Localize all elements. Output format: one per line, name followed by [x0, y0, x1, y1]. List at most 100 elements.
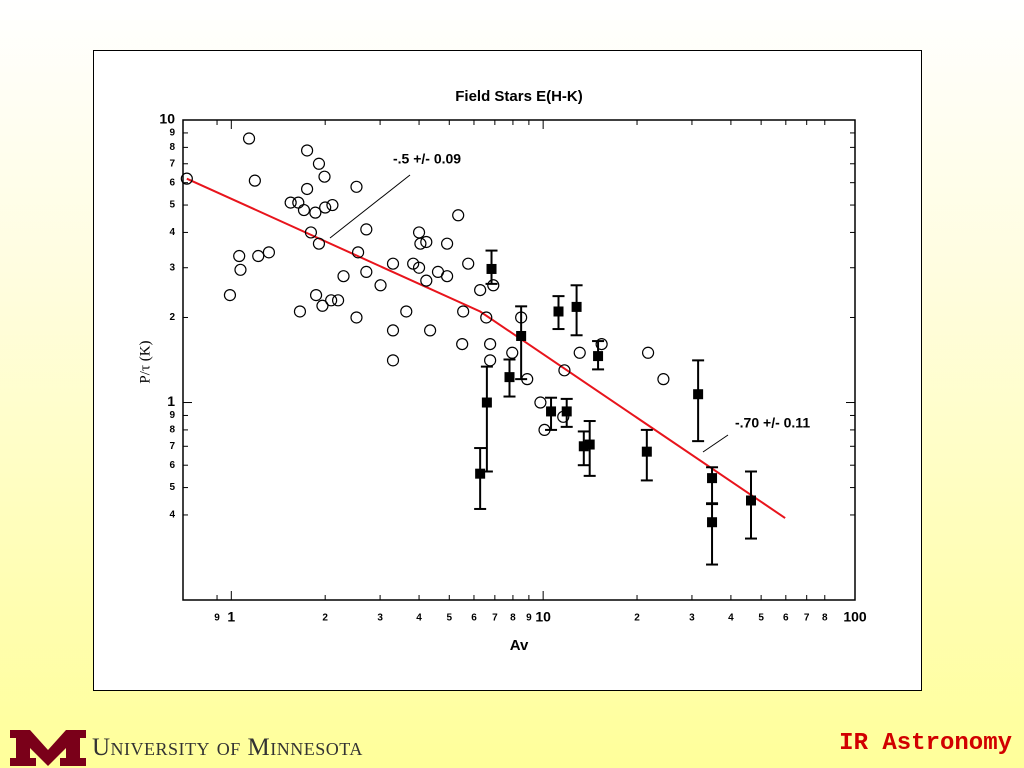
x-tick-label: 2: [634, 613, 640, 624]
course-title: IR Astronomy: [839, 730, 1012, 757]
y-tick-label: 5: [169, 482, 175, 493]
x-tick-label: 3: [689, 613, 695, 624]
y-tick-label: 8: [169, 425, 175, 436]
x-tick-label: 10: [535, 609, 551, 625]
y-tick-label: 4: [169, 227, 175, 238]
data-point: [707, 473, 718, 484]
data-point: [350, 180, 363, 193]
data-point: [484, 354, 497, 367]
data-point: [400, 305, 413, 318]
data-point: [412, 261, 426, 274]
y-tick-label: 5: [169, 200, 175, 211]
x-tick-label: 5: [446, 613, 452, 624]
y-tick-label: 2: [169, 312, 175, 323]
x-tick-label: 1: [227, 609, 235, 625]
data-point: [318, 170, 331, 183]
data-point: [309, 206, 322, 219]
data-point: [571, 301, 582, 312]
data-point: [284, 196, 297, 209]
x-tick-label: 6: [471, 613, 477, 624]
data-point: [440, 270, 454, 283]
data-point: [360, 265, 373, 278]
data-point: [300, 144, 314, 157]
data-point: [546, 406, 557, 417]
data-point: [312, 237, 326, 250]
data-point: [486, 263, 497, 274]
y-tick-label: 6: [169, 177, 175, 188]
x-tick-label: 7: [804, 613, 810, 624]
data-point: [360, 223, 373, 236]
data-point: [180, 172, 193, 185]
y-tick-label: 7: [169, 441, 175, 452]
fit-line: [186, 177, 786, 519]
data-point: [573, 346, 586, 359]
y-tick-label: 1: [167, 393, 175, 409]
data-point: [457, 305, 470, 318]
chart-frame: [93, 50, 922, 691]
annotation-pointer: [702, 434, 729, 453]
data-point: [462, 257, 475, 270]
y-tick-label: 10: [159, 111, 175, 127]
data-point: [316, 299, 329, 312]
data-point: [242, 132, 256, 145]
data-point: [504, 372, 515, 383]
data-point: [304, 226, 318, 239]
data-point: [292, 196, 305, 209]
data-point: [309, 289, 323, 302]
data-point: [561, 406, 572, 417]
data-point: [475, 468, 486, 479]
data-point: [487, 279, 500, 292]
data-point: [456, 337, 469, 351]
data-point: [300, 182, 314, 196]
data-point: [312, 157, 326, 170]
plot-area: [182, 119, 856, 601]
data-point: [252, 249, 265, 263]
data-point: [693, 389, 704, 400]
data-point: [337, 270, 350, 283]
data-point: [420, 235, 433, 249]
data-point: [350, 311, 363, 324]
annotation: -.70 +/- 0.11: [735, 415, 810, 431]
y-tick-label: 4: [169, 510, 175, 521]
data-point: [506, 346, 519, 359]
data-point: [325, 294, 338, 307]
data-point: [553, 306, 564, 317]
data-point: [374, 279, 387, 292]
data-point: [480, 311, 493, 324]
x-axis-label: Av: [510, 637, 529, 654]
data-point: [584, 439, 595, 450]
data-point: [440, 237, 454, 250]
chart-title: Field Stars E(H-K): [455, 88, 583, 105]
data-point: [326, 198, 339, 212]
y-tick-label: 7: [169, 158, 175, 169]
data-point: [233, 249, 246, 263]
x-tick-label: 8: [510, 613, 516, 624]
data-point: [641, 446, 652, 457]
x-tick-label: 6: [783, 613, 789, 624]
logo-mark: [10, 730, 86, 766]
data-point: [420, 274, 433, 287]
data-point: [424, 324, 437, 337]
x-tick-label: 2: [322, 613, 328, 624]
x-tick-label: 5: [758, 613, 764, 624]
institution-name: University of Minnesota: [92, 734, 363, 761]
data-point: [248, 174, 261, 187]
data-point: [595, 337, 608, 351]
data-point: [484, 337, 497, 351]
x-tick-label: 3: [377, 613, 383, 624]
data-point: [234, 263, 247, 276]
x-tick-label: 8: [822, 613, 828, 624]
data-point: [746, 495, 757, 506]
data-point: [534, 396, 547, 409]
data-point: [386, 354, 400, 367]
data-point: [386, 257, 400, 270]
data-point: [474, 283, 487, 297]
data-point: [707, 517, 718, 528]
y-axis-label: P/τ (K): [137, 340, 153, 383]
x-tick-label: 4: [416, 613, 422, 624]
data-point: [319, 201, 332, 214]
data-point: [452, 209, 465, 222]
x-tick-label: 4: [728, 613, 734, 624]
